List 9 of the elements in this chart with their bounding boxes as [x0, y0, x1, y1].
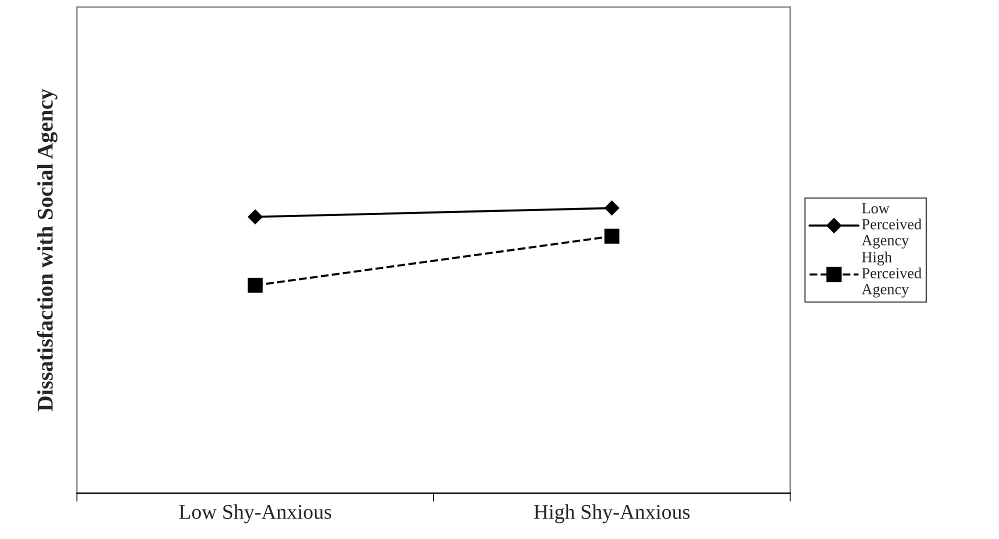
point — [248, 209, 263, 224]
point — [604, 228, 620, 244]
x-tick-label: High Shy-Anxious — [534, 504, 690, 524]
x-tick-label: Low Shy-Anxious — [179, 504, 332, 524]
y-axis-title: Dissatisfaction with Social Agency — [36, 88, 58, 412]
point — [248, 278, 263, 293]
legend-label: High Perceived Agency — [862, 252, 922, 298]
point — [604, 200, 620, 216]
legend-label: Low Perceived Agency — [862, 203, 922, 249]
